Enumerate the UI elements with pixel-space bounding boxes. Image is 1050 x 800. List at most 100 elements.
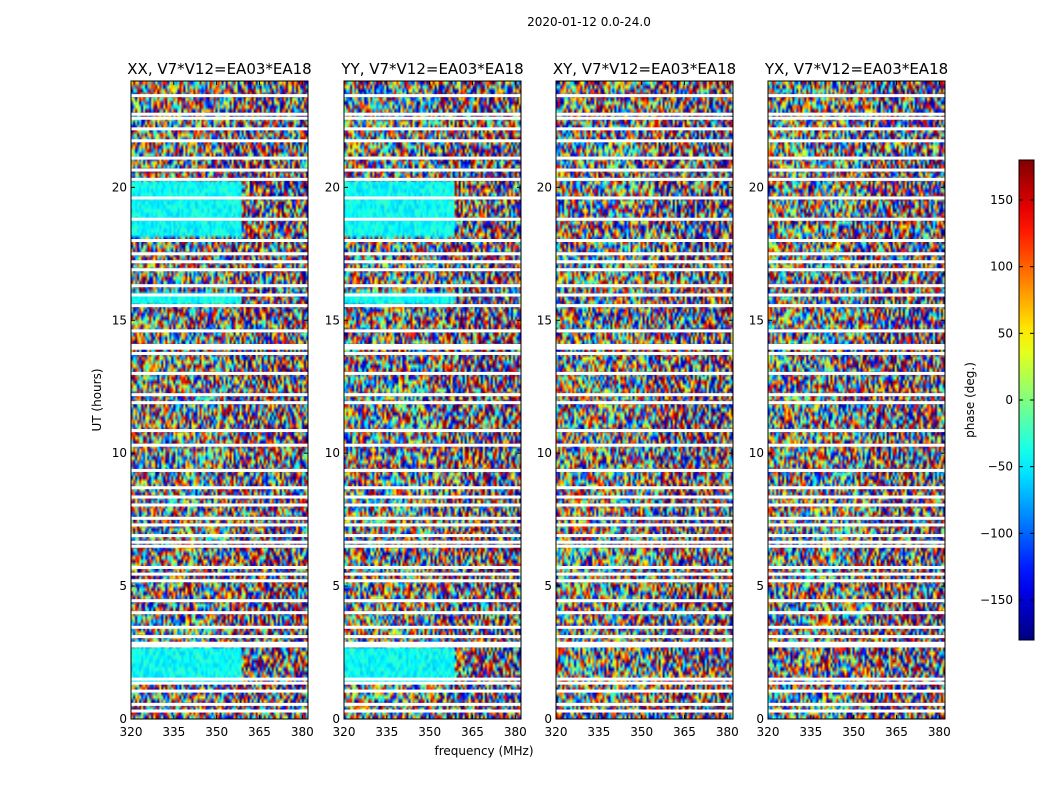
phase-heatmap — [768, 81, 945, 719]
flagged-row — [768, 625, 945, 629]
flagged-row — [768, 239, 945, 242]
flagged-row — [131, 371, 308, 375]
flagged-row — [556, 625, 733, 629]
flagged-row — [556, 635, 733, 639]
flagged-row — [556, 196, 733, 200]
flagged-row — [344, 260, 521, 264]
flagged-row — [768, 293, 945, 297]
flagged-row — [344, 611, 521, 615]
flagged-row — [344, 344, 521, 348]
flagged-row — [344, 486, 521, 490]
flagged-row — [768, 401, 945, 405]
flagged-row — [768, 486, 945, 490]
panel-frame — [767, 80, 946, 720]
flagged-row — [768, 127, 945, 131]
flagged-row — [131, 702, 308, 706]
y-tick-label: 10 — [749, 446, 764, 460]
x-tick-label: 335 — [162, 725, 185, 739]
flagged-row — [556, 644, 733, 648]
flagged-row — [556, 116, 733, 120]
flagged-row — [768, 579, 945, 583]
flagged-row — [344, 116, 521, 120]
x-axis-label: frequency (MHz) — [434, 744, 533, 758]
flagged-row — [131, 523, 308, 527]
y-tick-label: 5 — [332, 579, 340, 593]
flagged-row — [131, 503, 308, 507]
phase-heatmap — [131, 81, 308, 719]
flagged-row — [344, 635, 521, 639]
flagged-row — [768, 709, 945, 713]
flagged-row — [556, 523, 733, 527]
x-tick-label: 320 — [545, 725, 568, 739]
flagged-row — [344, 351, 521, 355]
flagged-row — [768, 540, 945, 544]
flagged-row — [768, 689, 945, 693]
phase-heatmap — [344, 81, 521, 719]
flagged-row — [556, 677, 733, 681]
flagged-row — [556, 217, 733, 221]
flagged-row — [556, 252, 733, 256]
colorbar-tick-label: −150 — [980, 593, 1013, 607]
flagged-row — [344, 503, 521, 507]
flagged-row — [131, 112, 308, 116]
flagged-row — [344, 346, 521, 350]
flagged-row — [131, 401, 308, 405]
panel-0: XX, V7*V12=EA03*EA18 320 335 350 365 380 0 5 10 1… — [112, 60, 314, 739]
panel-frame — [555, 80, 734, 720]
flagged-row — [768, 94, 945, 98]
x-tick-label: 335 — [375, 725, 398, 739]
flagged-row — [131, 486, 308, 490]
y-tick-label: 5 — [119, 579, 127, 593]
flagged-row — [768, 168, 945, 172]
flagged-row — [556, 468, 733, 472]
flagged-row — [556, 94, 733, 98]
flagged-row — [556, 429, 733, 433]
flagged-row — [344, 127, 521, 131]
colorbar-tick-label: 0 — [1005, 393, 1013, 407]
y-tick-label: 20 — [325, 180, 340, 194]
flagged-row — [131, 177, 308, 181]
flagged-row — [344, 534, 521, 538]
flagged-row — [131, 572, 308, 576]
flagged-row — [344, 565, 521, 569]
flagged-row — [556, 239, 733, 242]
y-tick-label: 15 — [325, 313, 340, 327]
flagged-row — [131, 344, 308, 348]
flagged-row — [131, 127, 308, 131]
flagged-row — [131, 239, 308, 242]
x-tick-label: 365 — [673, 725, 696, 739]
flagged-row — [556, 344, 733, 348]
y-tick-label: 0 — [756, 712, 764, 726]
flagged-row — [131, 579, 308, 583]
flagged-row — [768, 534, 945, 538]
flagged-row — [344, 516, 521, 520]
flagged-row — [556, 503, 733, 507]
x-tick-label: 335 — [799, 725, 822, 739]
flagged-row — [131, 393, 308, 397]
panel-title: XX, V7*V12=EA03*EA18 — [127, 60, 311, 78]
flagged-row — [768, 565, 945, 569]
flagged-row — [131, 351, 308, 355]
x-tick-label: 350 — [842, 725, 865, 739]
colorbar-tick-label: 50 — [998, 326, 1013, 340]
flagged-row — [344, 644, 521, 648]
flagged-row — [344, 599, 521, 603]
flagged-row — [768, 495, 945, 499]
flagged-row — [344, 293, 521, 297]
panels: XX, V7*V12=EA03*EA18 320 335 350 365 380 0 5 10 1… — [112, 60, 951, 739]
flagged-row — [344, 677, 521, 681]
flagged-row — [131, 156, 308, 160]
x-tick-label: 380 — [928, 725, 951, 739]
flagged-row — [344, 681, 521, 685]
flagged-row — [131, 217, 308, 221]
figure-title: 2020-01-12 0.0-24.0 — [527, 15, 651, 29]
flagged-row — [768, 196, 945, 200]
y-tick-label: 15 — [749, 313, 764, 327]
flagged-row — [768, 429, 945, 433]
flagged-row — [556, 540, 733, 544]
flagged-row — [344, 689, 521, 693]
flagged-row — [768, 116, 945, 120]
flagged-row — [768, 346, 945, 350]
flagged-row — [768, 516, 945, 520]
panel-title: XY, V7*V12=EA03*EA18 — [553, 60, 736, 78]
